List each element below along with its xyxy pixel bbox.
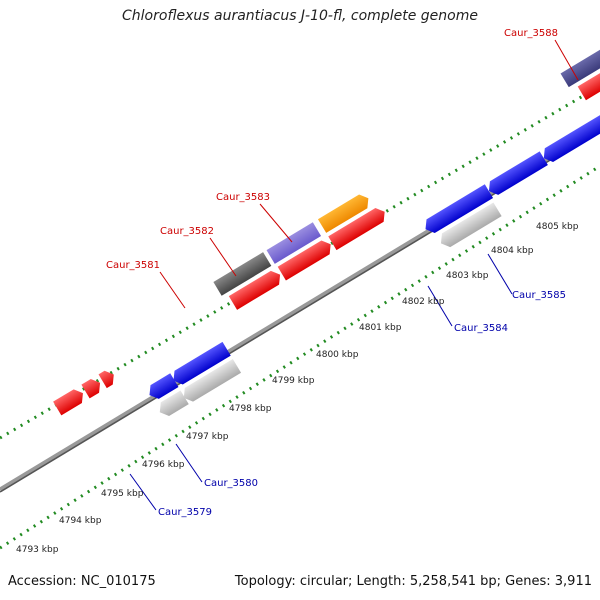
gene-red-4[interactable] [577,59,600,101]
gene-caur-3585[interactable] [485,151,548,198]
gene-red-3[interactable] [328,205,389,251]
gene-red-7[interactable] [98,368,118,389]
label-leaders [129,39,579,511]
leader-caur-3583 [259,203,293,243]
leader-caur-3582 [209,237,237,277]
kbp-label-4796: 4796 kbp [142,460,185,470]
kbp-label-4801: 4801 kbp [359,323,402,333]
leader-caur-3584 [427,285,453,327]
label-caur-3585: Caur_3585 [512,290,566,301]
label-caur-3583: Caur_3583 [216,192,270,203]
label-caur-3582: Caur_3582 [160,226,214,237]
leader-caur-3588 [554,39,579,81]
label-caur-3579: Caur_3579 [158,507,212,518]
genome-summary: Topology: circular; Length: 5,258,541 bp… [234,574,592,589]
leader-caur-3580 [175,443,203,483]
leader-caur-3581 [159,271,186,309]
gene-caur-3581[interactable] [213,252,272,296]
gene-caur-3584-blue[interactable] [421,184,494,236]
gene-blue-5[interactable] [540,113,600,165]
kbp-label-4804: 4804 kbp [491,246,534,256]
label-caur-3588: Caur_3588 [504,28,558,39]
gene-red-2[interactable] [277,237,335,281]
kbp-label-4798: 4798 kbp [229,404,272,414]
kbp-label-4797: 4797 kbp [186,432,229,442]
kbp-label-4800: 4800 kbp [316,350,359,360]
label-caur-3581: Caur_3581 [106,260,160,271]
label-caur-3580: Caur_3580 [204,478,258,489]
gene-caur-3583[interactable] [317,191,373,233]
accession-label: Accession: NC_010175 [8,574,156,589]
kbp-label-4802: 4802 kbp [402,297,445,307]
gene-blue-1[interactable] [145,373,179,402]
kbp-label-4799: 4799 kbp [272,376,315,386]
leader-caur-3585 [487,253,513,295]
kbp-label-4803: 4803 kbp [446,271,489,281]
reverse-tick-track [0,164,600,550]
gene-blue-2[interactable] [169,341,231,388]
label-caur-3584: Caur_3584 [454,323,508,334]
gene-red-5[interactable] [53,386,87,416]
gene-caur-3579[interactable] [156,390,189,419]
kbp-label-4794: 4794 kbp [59,516,102,526]
gene-red-1[interactable] [228,268,284,310]
gene-caur-3582[interactable] [266,222,322,264]
gene-features [53,42,600,419]
gene-red-6[interactable] [81,376,104,399]
kbp-label-4795: 4795 kbp [101,489,144,499]
map-title: Chloroflexus aurantiacus J-10-fl, comple… [122,8,478,24]
kbp-label-4793: 4793 kbp [16,545,59,555]
gene-caur-3584[interactable] [437,202,502,250]
leader-caur-3579 [129,473,157,511]
gene-caur-3580[interactable] [180,359,242,405]
kbp-label-4805: 4805 kbp [536,222,579,232]
